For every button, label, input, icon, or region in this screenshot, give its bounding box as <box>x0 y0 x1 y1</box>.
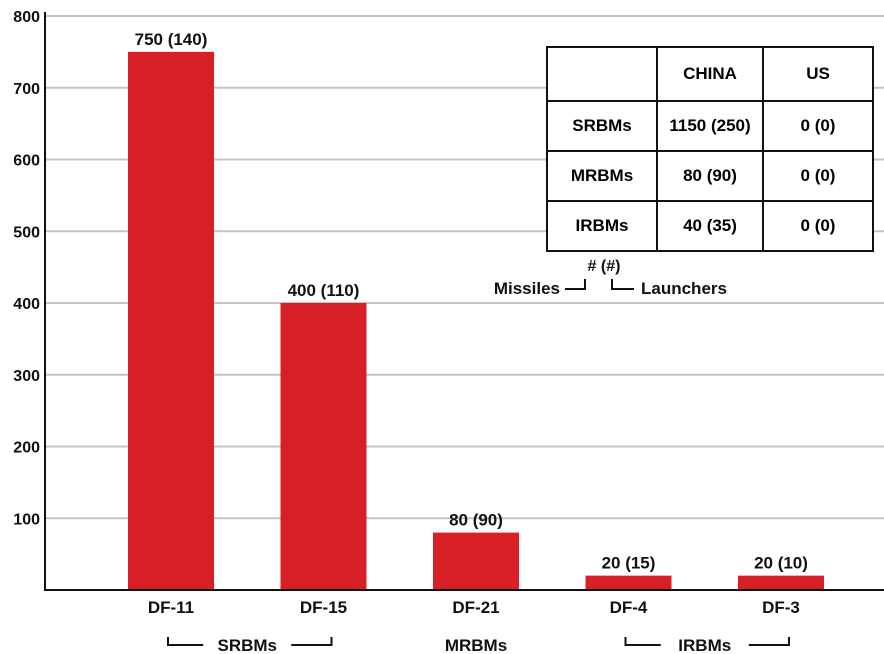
y-tick-label: 800 <box>13 9 40 26</box>
category-groups: SRBMs MRBMs IRBMs <box>167 636 790 654</box>
x-tick-label: DF-4 <box>610 598 648 617</box>
table-cell: MRBMs <box>546 150 658 202</box>
table-row: MRBMs 80 (90) 0 (0) <box>546 150 874 202</box>
bar <box>280 303 367 590</box>
summary-table: CHINA US SRBMs 1150 (250) 0 (0) MRBMs 80… <box>546 46 874 252</box>
table-cell: 40 (35) <box>656 200 764 252</box>
table-row: SRBMs 1150 (250) 0 (0) <box>546 100 874 152</box>
y-tick-label: 200 <box>13 440 40 457</box>
x-tick-label: DF-11 <box>148 598 194 617</box>
group-bracket-left <box>624 637 661 646</box>
bar-data-label: 20 (10) <box>754 554 808 573</box>
notation-missiles-label: Missiles <box>494 279 560 298</box>
x-tick-label: DF-15 <box>300 598 347 617</box>
group-label: MRBMs <box>445 636 507 654</box>
notation-format: # (#) <box>588 258 621 275</box>
group-bracket-left <box>167 637 204 646</box>
table-header-row: CHINA US <box>546 46 874 102</box>
table-cell: IRBMs <box>546 200 658 252</box>
y-tick-label: 100 <box>13 511 40 528</box>
y-tick-label: 700 <box>13 81 40 98</box>
bar <box>128 51 214 590</box>
table-cell: 1150 (250) <box>656 100 764 152</box>
group-label: IRBMs <box>678 636 731 654</box>
notation-launchers-label: Launchers <box>641 279 727 298</box>
group-bracket-right <box>291 637 333 646</box>
x-tick-label: DF-21 <box>452 598 499 617</box>
y-tick-label: 500 <box>13 224 40 241</box>
bar-data-label: 20 (15) <box>602 554 656 573</box>
table-row: IRBMs 40 (35) 0 (0) <box>546 200 874 252</box>
group-bracket-right <box>748 637 790 646</box>
notation-launchers-bracket <box>611 279 634 290</box>
table-cell: 0 (0) <box>762 150 874 202</box>
x-tick-label: DF-3 <box>762 598 800 617</box>
table-header-cell: CHINA <box>656 46 764 102</box>
table-cell: 80 (90) <box>656 150 764 202</box>
table-header-cell: US <box>762 46 874 102</box>
bar-data-label: 750 (140) <box>135 30 208 49</box>
table-cell: 0 (0) <box>762 100 874 152</box>
notation-missiles-bracket <box>565 279 586 290</box>
y-axis-ticks: 100 200 300 400 500 600 700 800 <box>13 9 40 528</box>
notation-legend: # (#) Missiles Launchers <box>494 258 727 298</box>
y-tick-label: 300 <box>13 368 40 385</box>
bar-data-label: 400 (110) <box>288 281 360 300</box>
bar-data-label: 80 (90) <box>449 511 503 530</box>
x-axis-ticks: DF-11 DF-15 DF-21 DF-4 DF-3 <box>148 598 800 617</box>
bar-data-labels: 750 (140) 400 (110) 80 (90) 20 (15) 20 (10) <box>135 30 808 573</box>
y-tick-label: 600 <box>13 153 40 170</box>
table-cell: SRBMs <box>546 100 658 152</box>
table-cell: 0 (0) <box>762 200 874 252</box>
y-tick-label: 400 <box>13 296 40 313</box>
bar <box>433 532 519 590</box>
bars <box>128 51 824 590</box>
group-label: SRBMs <box>217 636 277 654</box>
bar <box>738 575 824 590</box>
table-header-cell <box>546 46 658 102</box>
bar <box>585 575 672 590</box>
